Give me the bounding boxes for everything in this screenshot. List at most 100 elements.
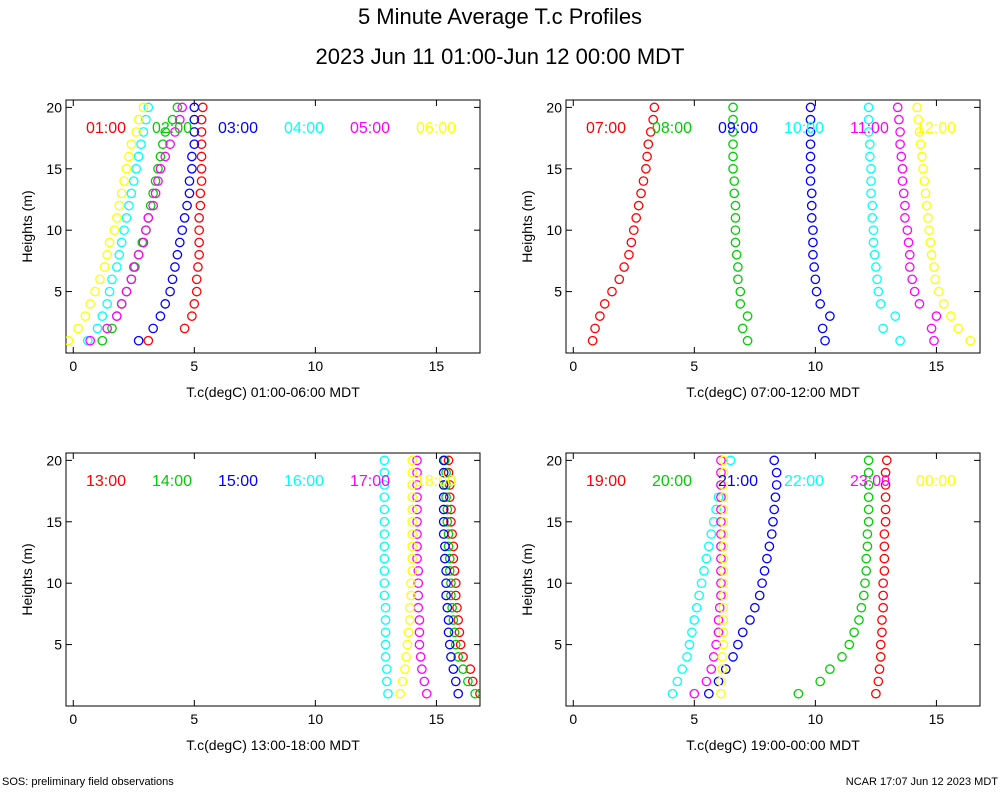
- data-point: [407, 480, 418, 490]
- y-tick-label: 10: [546, 222, 562, 238]
- data-point: [730, 213, 741, 223]
- data-point: [866, 163, 876, 174]
- data-point: [805, 151, 816, 162]
- x-tick-label: 15: [429, 358, 445, 374]
- data-point: [923, 213, 933, 223]
- series-label: 20:00: [652, 473, 692, 490]
- y-tick-label: 20: [46, 452, 62, 468]
- data-point: [694, 590, 705, 601]
- data-point: [155, 151, 166, 162]
- data-point: [174, 237, 185, 248]
- data-point: [189, 127, 200, 137]
- data-point: [114, 200, 125, 211]
- data-point: [913, 114, 924, 125]
- x-tick-label: 0: [69, 358, 77, 374]
- x-tick-label: 15: [929, 711, 945, 727]
- x-tick-label: 5: [190, 711, 198, 727]
- data-point: [873, 676, 884, 687]
- data-point: [880, 467, 891, 478]
- data-point: [866, 176, 876, 186]
- x-tick-label: 0: [569, 711, 577, 727]
- data-point: [863, 480, 874, 490]
- series-label: 10:00: [784, 120, 824, 137]
- data-point: [109, 225, 120, 236]
- data-point: [920, 188, 931, 199]
- data-point: [862, 529, 873, 539]
- data-point: [150, 188, 161, 199]
- data-point: [626, 237, 637, 248]
- data-point: [912, 102, 922, 113]
- data-point: [179, 323, 190, 334]
- data-point: [716, 688, 726, 699]
- data-point: [379, 492, 390, 503]
- data-point: [854, 615, 864, 625]
- plot-frame: [565, 99, 981, 354]
- data-point: [412, 455, 422, 466]
- data-point: [124, 200, 134, 211]
- data-point: [699, 566, 709, 576]
- data-point: [718, 516, 729, 527]
- data-point: [194, 213, 205, 223]
- data-point: [771, 467, 782, 478]
- data-point: [143, 335, 154, 346]
- data-point: [440, 553, 450, 564]
- data-point: [921, 200, 932, 211]
- data-point: [793, 688, 804, 699]
- series-label: 01:00: [86, 120, 126, 137]
- data-point: [381, 676, 392, 687]
- data-point: [417, 664, 427, 675]
- data-point: [878, 602, 889, 613]
- data-point: [729, 176, 740, 186]
- data-point: [413, 566, 424, 576]
- y-tick-label: 15: [546, 514, 562, 530]
- data-point: [867, 200, 878, 211]
- data-point: [718, 627, 729, 638]
- data-point: [878, 590, 889, 601]
- data-point: [742, 335, 753, 346]
- data-point: [143, 213, 154, 223]
- data-point: [730, 200, 741, 211]
- data-point: [708, 516, 719, 527]
- data-point: [805, 127, 816, 137]
- data-point: [815, 676, 826, 687]
- data-point: [684, 639, 695, 650]
- data-point: [769, 455, 780, 466]
- data-point: [126, 139, 137, 150]
- data-point: [718, 504, 729, 515]
- data-point: [412, 492, 422, 503]
- data-point: [455, 639, 466, 650]
- series-label: 12:00: [916, 120, 956, 137]
- series-label: 21:00: [718, 473, 758, 490]
- data-point: [170, 262, 180, 272]
- data-point: [194, 225, 205, 236]
- data-point: [731, 249, 742, 260]
- data-point: [718, 578, 729, 589]
- data-point: [443, 541, 454, 552]
- data-point: [380, 602, 391, 613]
- data-point: [595, 311, 605, 322]
- y-tick-label: 10: [46, 222, 62, 238]
- data-point: [817, 323, 828, 334]
- data-point: [475, 688, 480, 699]
- data-point: [896, 151, 907, 162]
- data-point: [448, 615, 459, 625]
- data-point: [97, 311, 108, 322]
- data-point: [689, 615, 700, 625]
- data-point: [121, 163, 132, 174]
- data-point: [863, 467, 874, 478]
- series-label: 02:00: [152, 120, 192, 137]
- data-point: [808, 249, 818, 260]
- data-point: [413, 578, 424, 589]
- data-point: [733, 274, 743, 285]
- data-point: [119, 176, 129, 186]
- data-point: [380, 627, 391, 638]
- data-point: [631, 213, 642, 223]
- data-point: [196, 151, 207, 162]
- data-point: [815, 299, 826, 309]
- data-point: [687, 627, 697, 638]
- data-point: [926, 323, 937, 334]
- series-label: 05:00: [350, 120, 390, 137]
- data-point: [718, 455, 729, 466]
- data-point: [446, 504, 456, 515]
- data-point: [441, 590, 451, 601]
